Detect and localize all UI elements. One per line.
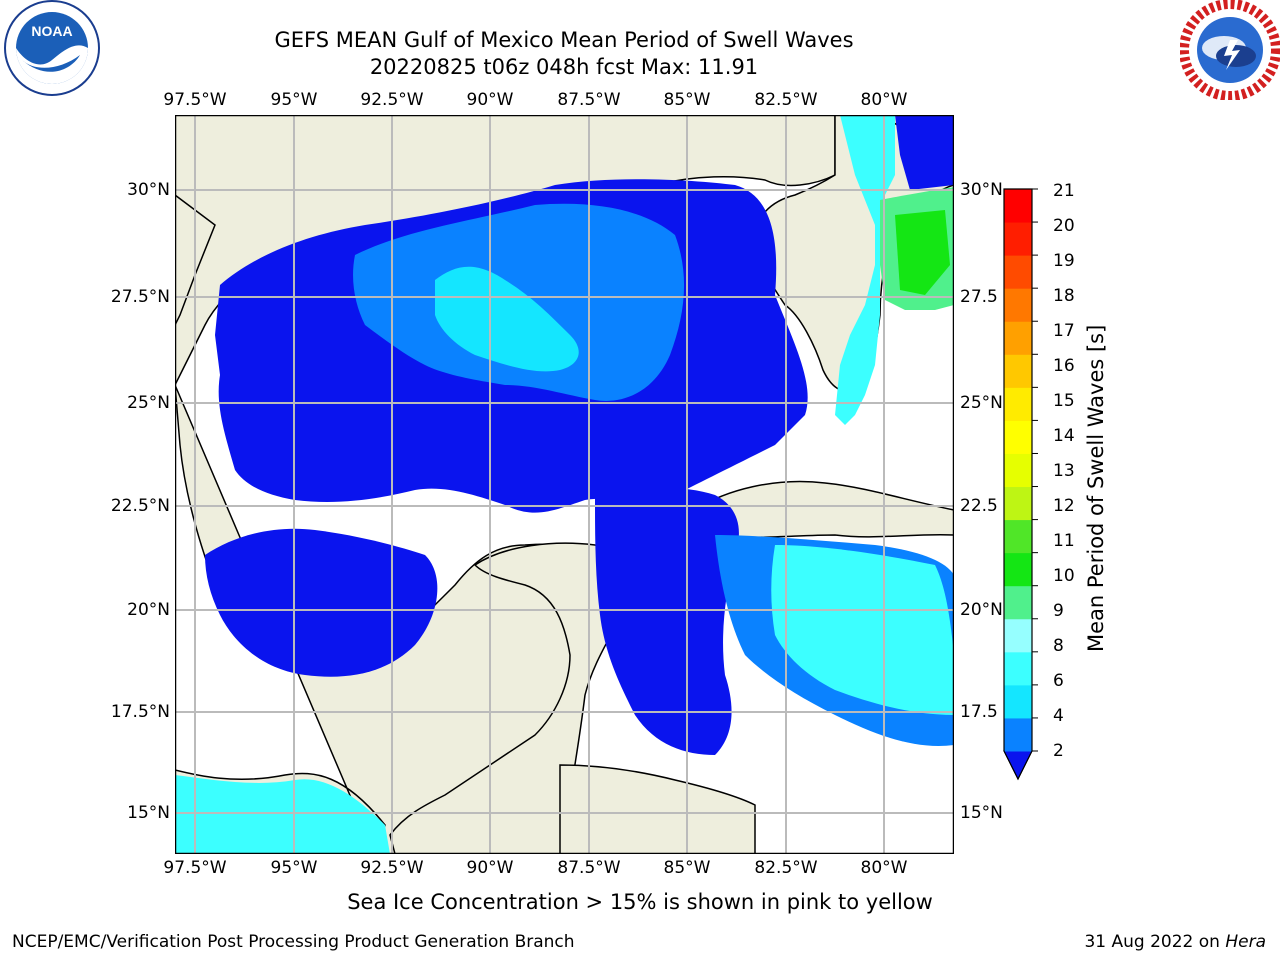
period-10-12-atlantic-core bbox=[895, 210, 950, 295]
colorbar-band bbox=[1004, 552, 1032, 587]
colorbar-band bbox=[1004, 717, 1032, 752]
colorbar-band bbox=[1004, 585, 1032, 620]
colorbar bbox=[1003, 188, 1038, 781]
lon-label-bottom: 92.5°W bbox=[360, 858, 424, 878]
central-america bbox=[559, 764, 756, 854]
lon-label-bottom: 87.5°W bbox=[557, 858, 621, 878]
chart-title: GEFS MEAN Gulf of Mexico Mean Period of … bbox=[274, 28, 854, 52]
sea-ice-note: Sea Ice Concentration > 15% is shown in … bbox=[0, 890, 1280, 914]
colorbar-tick-label: 13 bbox=[1053, 461, 1075, 481]
colorbar-band bbox=[1004, 486, 1032, 521]
colorbar-tick-label: 12 bbox=[1053, 496, 1075, 516]
lon-label-top: 97.5°W bbox=[163, 90, 227, 110]
sea-ice-note-text: Sea Ice Concentration > 15% is shown in … bbox=[347, 890, 933, 914]
colorbar-tick-label: 16 bbox=[1053, 356, 1075, 376]
gulf-map bbox=[175, 115, 954, 854]
lat-label-left: 27.5°N bbox=[110, 287, 170, 307]
period-6-8-core bbox=[435, 266, 579, 372]
lon-label-top: 92.5°W bbox=[360, 90, 424, 110]
colorbar-tick-label: 15 bbox=[1053, 391, 1075, 411]
lat-label-left: 30°N bbox=[127, 180, 170, 200]
colorbar-band bbox=[1004, 651, 1032, 686]
lat-label-right: 17.5 bbox=[960, 702, 998, 722]
lon-label-top: 82.5°W bbox=[754, 90, 818, 110]
land-layer bbox=[175, 115, 954, 854]
colorbar-axis-label: Mean Period of Swell Waves [s] bbox=[1084, 324, 1108, 652]
chart-subtitle: 20220825 t06z 048h fcst Max: 11.91 bbox=[369, 55, 759, 79]
lon-label-bottom: 85°W bbox=[663, 858, 711, 878]
lon-label-bottom: 80°W bbox=[860, 858, 908, 878]
colorbar-band bbox=[1004, 420, 1032, 454]
colorbar-tick-label: 8 bbox=[1053, 636, 1064, 656]
colorbar-band bbox=[1004, 387, 1032, 421]
colorbar-tick-label: 9 bbox=[1053, 601, 1064, 621]
period-2-4-atlantic-north bbox=[895, 115, 954, 190]
lat-label-left: 15°N bbox=[127, 803, 170, 823]
colorbar-tick-label: 6 bbox=[1053, 671, 1064, 691]
lon-label-top: 87.5°W bbox=[557, 90, 621, 110]
lon-label-bottom: 97.5°W bbox=[163, 858, 227, 878]
graticule bbox=[175, 115, 954, 854]
lon-label-top: 80°W bbox=[860, 90, 908, 110]
period-6-8-florida-east bbox=[835, 115, 895, 425]
colorbar-band bbox=[1004, 354, 1032, 388]
colorbar-band bbox=[1004, 618, 1032, 653]
swell-period-layer bbox=[175, 115, 954, 854]
lat-label-right: 15°N bbox=[960, 803, 1003, 823]
map-frame bbox=[175, 115, 954, 854]
lat-label-left: 17.5°N bbox=[110, 702, 170, 722]
noaa-logo: NOAA bbox=[0, 0, 105, 100]
period-2-4-southeast bbox=[595, 487, 739, 755]
footer-timestamp: 31 Aug 2022 on Hera bbox=[1084, 932, 1266, 952]
colorbar-tick-label: 4 bbox=[1053, 706, 1064, 726]
lat-label-left: 25°N bbox=[127, 393, 170, 413]
colorbar-band bbox=[1004, 255, 1032, 289]
lon-label-bottom: 82.5°W bbox=[754, 858, 818, 878]
lat-label-left: 22.5°N bbox=[110, 496, 170, 516]
colorbar-tick-label: 10 bbox=[1053, 566, 1075, 586]
colorbar-tick-label: 14 bbox=[1053, 426, 1075, 446]
footer-machine: Hera bbox=[1225, 932, 1266, 952]
lat-label-right: 20°N bbox=[960, 600, 1003, 620]
colorbar-frame bbox=[1003, 188, 1033, 781]
colorbar-band bbox=[1004, 519, 1032, 554]
colorbar-band bbox=[1004, 453, 1032, 488]
colorbar-tick-label: 21 bbox=[1053, 181, 1075, 201]
lat-label-right: 22.5 bbox=[960, 496, 998, 516]
period-6-8-caribbean bbox=[771, 545, 954, 715]
colorbar-extend-arrow bbox=[1003, 750, 1033, 781]
colorbar-tick-label: 17 bbox=[1053, 321, 1075, 341]
colorbar-band bbox=[1004, 189, 1032, 223]
period-2-4-southwest bbox=[205, 528, 438, 677]
nws-logo bbox=[1179, 0, 1280, 101]
colorbar-band bbox=[1004, 222, 1032, 256]
period-6-8-pacific bbox=[175, 775, 390, 854]
colorbar-band bbox=[1004, 321, 1032, 355]
lon-label-top: 90°W bbox=[466, 90, 514, 110]
lat-label-right: 25°N bbox=[960, 393, 1003, 413]
lon-label-top: 95°W bbox=[270, 90, 318, 110]
colorbar-band bbox=[1004, 288, 1032, 322]
noaa-logo-text: NOAA bbox=[31, 23, 72, 39]
colorbar-band bbox=[1004, 684, 1032, 719]
lon-label-bottom: 90°W bbox=[466, 858, 514, 878]
lat-label-right: 30°N bbox=[960, 180, 1003, 200]
footer-organization: NCEP/EMC/Verification Post Processing Pr… bbox=[12, 932, 575, 952]
lon-label-bottom: 95°W bbox=[270, 858, 318, 878]
lat-label-right: 27.5 bbox=[960, 287, 998, 307]
lon-label-top: 85°W bbox=[663, 90, 711, 110]
colorbar-tick-label: 19 bbox=[1053, 251, 1075, 271]
lat-label-left: 20°N bbox=[127, 600, 170, 620]
colorbar-tick-label: 18 bbox=[1053, 286, 1075, 306]
colorbar-tick-label: 11 bbox=[1053, 531, 1075, 551]
colorbar-tick-label: 2 bbox=[1053, 741, 1064, 761]
colorbar-tick-label: 20 bbox=[1053, 216, 1075, 236]
footer-date: 31 Aug 2022 on bbox=[1084, 932, 1226, 952]
